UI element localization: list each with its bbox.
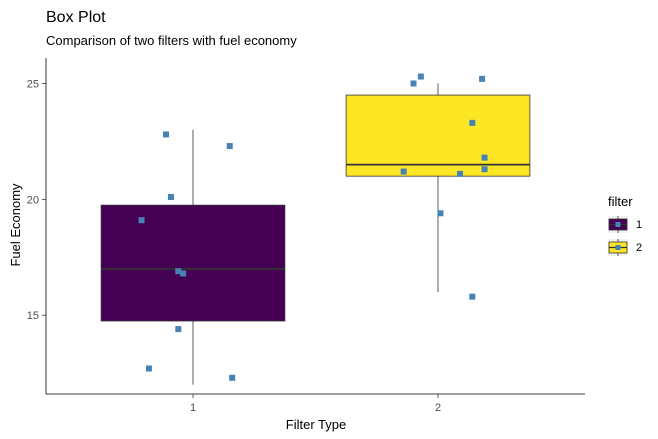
data-point	[479, 75, 486, 82]
ticks-layer: 15 20 25 1 2	[27, 78, 441, 414]
boxes-layer	[100, 83, 531, 385]
chart-title: Box Plot	[46, 9, 106, 26]
legend-entry-1: 1	[608, 216, 642, 233]
data-point	[226, 143, 233, 150]
data-point	[469, 293, 476, 300]
x-axis-title: Filter Type	[286, 417, 346, 432]
data-point	[180, 270, 187, 277]
box-group-1	[100, 129, 286, 385]
legend-entry-2: 2	[608, 239, 642, 256]
legend-label: 1	[636, 219, 642, 231]
legend-title: filter	[608, 194, 633, 209]
data-point	[167, 194, 174, 201]
points-layer	[138, 73, 488, 381]
box-group-2	[345, 83, 531, 293]
data-point	[457, 170, 464, 177]
data-point	[410, 80, 417, 87]
axes-layer	[45, 58, 585, 395]
x-tick-label: 2	[435, 402, 441, 414]
data-point	[469, 119, 476, 126]
legend-key-point	[615, 245, 621, 250]
x-tick-label: 1	[190, 402, 196, 414]
y-tick-label: 20	[27, 194, 39, 206]
legend-label: 2	[636, 242, 642, 254]
y-tick-label: 25	[27, 78, 39, 90]
data-point	[138, 217, 145, 224]
data-point	[163, 131, 170, 138]
chart-subtitle: Comparison of two filters with fuel econ…	[46, 33, 297, 48]
y-axis-title: Fuel Economy	[8, 183, 23, 267]
data-point	[145, 365, 152, 372]
data-point	[481, 166, 488, 173]
data-point	[400, 168, 407, 175]
legend: filter 1 2	[608, 194, 642, 256]
box-rect	[100, 204, 286, 322]
y-tick-label: 15	[27, 310, 39, 322]
data-point	[229, 374, 236, 381]
data-point	[175, 268, 182, 275]
data-point	[175, 326, 182, 333]
data-point	[437, 210, 444, 217]
box-rect	[345, 94, 531, 177]
legend-key-point	[615, 222, 621, 227]
data-point	[417, 73, 424, 80]
data-point	[481, 154, 488, 161]
